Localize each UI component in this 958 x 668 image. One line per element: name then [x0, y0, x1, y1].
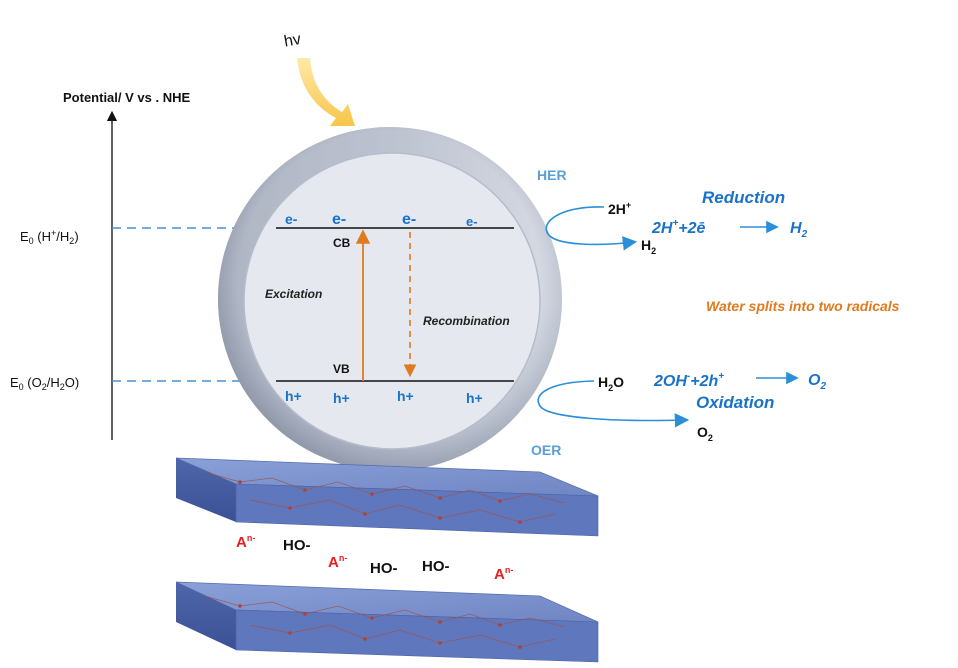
- reduction-equation-rhs: H2: [790, 220, 808, 240]
- ldh-layer-bottom: [175, 581, 599, 663]
- ldh-layer-top: [175, 457, 599, 537]
- light-arrow: [297, 58, 355, 126]
- recombination-label: Recombination: [423, 314, 510, 328]
- oxidation-title: Oxidation: [696, 393, 774, 412]
- her-product: H2: [641, 237, 656, 256]
- hydroxide-1: HO-: [283, 537, 311, 554]
- oxidation-equation-rhs: O2: [808, 372, 826, 392]
- hole-4: h+: [466, 390, 483, 406]
- hydroxide-3: HO-: [422, 558, 450, 575]
- oer-label: OER: [531, 442, 561, 458]
- electron-3: e-: [402, 211, 416, 228]
- oer-curved-arrow: [537, 380, 690, 428]
- vb-label: VB: [333, 362, 350, 376]
- light-label: hv: [283, 31, 303, 51]
- hole-2: h+: [333, 390, 350, 406]
- oxidation-equation-lhs: 2OH-+2h+: [653, 371, 724, 390]
- oer-reactant: H2O: [598, 374, 624, 393]
- hydroxide-2: HO-: [370, 560, 398, 577]
- h-level-label: E0 (H+/H2): [20, 228, 79, 246]
- anion-2: An-: [328, 553, 347, 571]
- water-split-note: Water splits into two radicals: [706, 298, 900, 314]
- anion-3: An-: [494, 565, 513, 583]
- electron-2: e-: [332, 211, 346, 228]
- semiconductor-core: [243, 152, 541, 450]
- reduction-equation-lhs: 2H++2ē: [651, 218, 706, 237]
- electron-4: e-: [466, 214, 478, 229]
- her-label: HER: [537, 167, 567, 183]
- axis-label: Potential/ V vs . NHE: [63, 90, 190, 105]
- hole-1: h+: [285, 388, 302, 404]
- oer-product: O2: [697, 424, 713, 443]
- o-level-label: E0 (O2/H2O): [10, 375, 79, 392]
- her-reactant: 2H+: [608, 200, 631, 217]
- her-curved-arrow: [545, 206, 638, 251]
- hole-3: h+: [397, 388, 414, 404]
- cb-label: CB: [333, 236, 351, 250]
- electron-1: e-: [285, 211, 298, 227]
- excitation-label: Excitation: [265, 287, 322, 301]
- anion-1: An-: [236, 533, 255, 551]
- reduction-title: Reduction: [702, 188, 785, 207]
